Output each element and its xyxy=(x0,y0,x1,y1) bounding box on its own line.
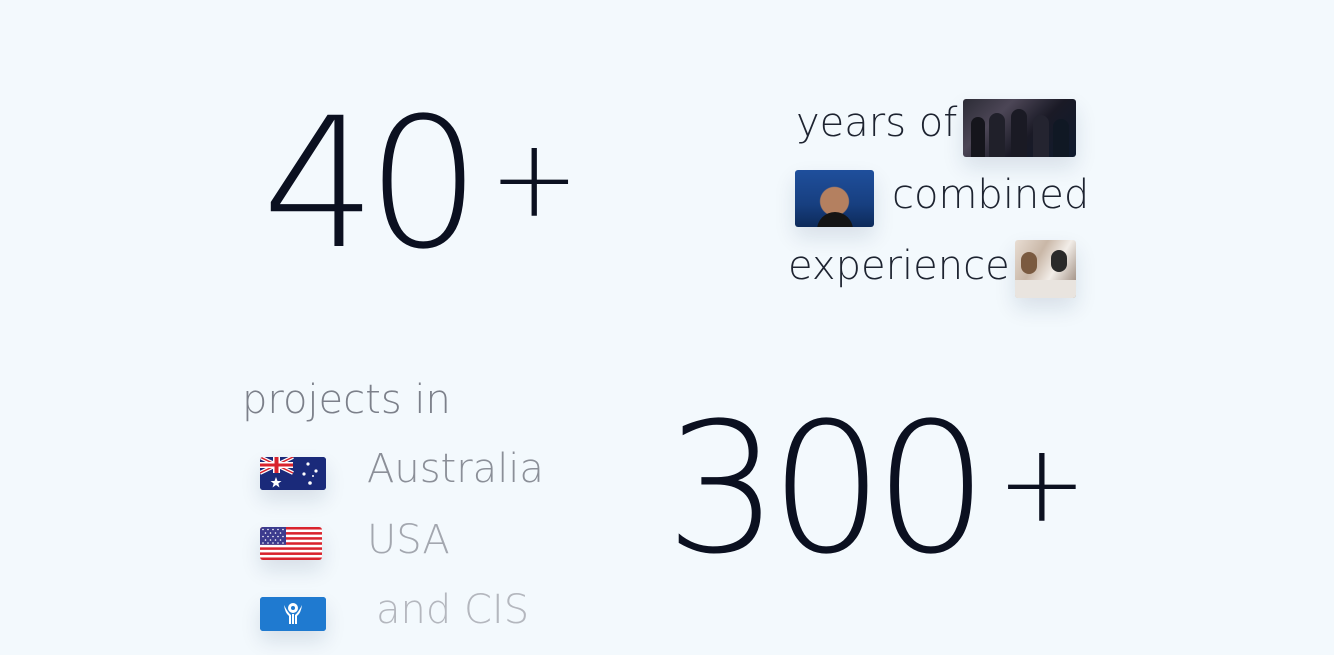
team-meeting-photo xyxy=(1015,240,1076,298)
projects-stat-number: 300 + xyxy=(665,400,1087,580)
caption-experience: experience xyxy=(788,243,1010,289)
projects-stat-plus: + xyxy=(996,421,1088,547)
country-usa-label: USA xyxy=(367,517,450,563)
projects-stat-value: 300 xyxy=(665,385,989,594)
years-stat-value: 40 xyxy=(262,80,481,289)
years-stat-plus: + xyxy=(489,116,580,242)
country-cis-label: and CIS xyxy=(376,587,530,633)
team-member-photo xyxy=(795,170,874,227)
caption-projects-in: projects in xyxy=(242,377,451,423)
caption-combined: combined xyxy=(892,172,1090,218)
team-crowd-photo xyxy=(963,99,1076,157)
country-australia-label: Australia xyxy=(367,446,544,492)
years-stat-number: 40 + xyxy=(262,95,580,275)
australia-flag-icon xyxy=(260,457,326,490)
caption-years-of: years of xyxy=(796,100,958,146)
cis-flag-icon xyxy=(260,597,326,631)
usa-flag-icon xyxy=(260,527,322,560)
